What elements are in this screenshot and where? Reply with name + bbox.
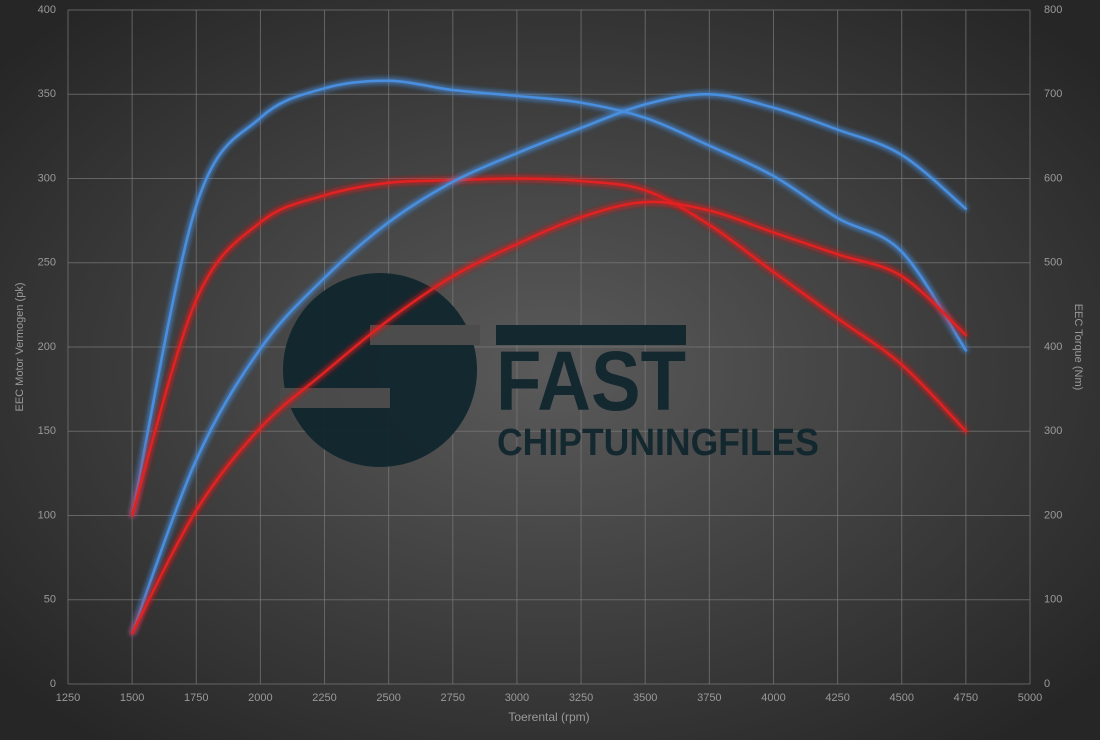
y-axis-label: EEC Motor Vermogen (pk): [14, 283, 26, 412]
x-tick-label: 2000: [248, 692, 272, 704]
x-tick-label: 1250: [56, 692, 80, 704]
x-tick-label: 4750: [954, 692, 978, 704]
x-tick-label: 4500: [889, 692, 913, 704]
logo-cut: [280, 388, 390, 408]
x-tick-label: 1750: [184, 692, 208, 704]
x-tick-label: 2750: [441, 692, 465, 704]
x-tick-label: 3750: [697, 692, 721, 704]
y-tick-label: 200: [38, 341, 56, 353]
series-line: [130, 177, 968, 517]
watermark: FAST CHIPTUNINGFILES: [280, 273, 819, 467]
series-line: [130, 200, 968, 635]
y2-tick-label: 0: [1044, 678, 1050, 690]
y2-tick-label: 400: [1044, 341, 1062, 353]
y-tick-label: 0: [50, 678, 56, 690]
logo-cut: [370, 325, 480, 345]
y2-tick-label: 500: [1044, 257, 1062, 269]
watermark-title: FAST: [496, 334, 686, 428]
y2-tick-label: 300: [1044, 425, 1062, 437]
x-tick-label: 3000: [505, 692, 529, 704]
x-tick-label: 2500: [376, 692, 400, 704]
y2-axis-label: EEC Torque (Nm): [1072, 304, 1084, 391]
y-tick-label: 150: [38, 425, 56, 437]
watermark-subtitle: CHIPTUNINGFILES: [497, 422, 819, 464]
x-tick-label: 5000: [1018, 692, 1042, 704]
y-tick-label: 350: [38, 88, 56, 100]
y2-tick-label: 200: [1044, 509, 1062, 521]
logo-circle: [283, 273, 477, 467]
y-tick-label: 300: [38, 172, 56, 184]
y-tick-label: 100: [38, 509, 56, 521]
x-tick-label: 2250: [312, 692, 336, 704]
x-axis-label: Toerental (rpm): [508, 710, 589, 724]
x-tick-label: 3500: [633, 692, 657, 704]
y2-tick-label: 100: [1044, 594, 1062, 606]
y-tick-label: 250: [38, 257, 56, 269]
x-tick-label: 4250: [825, 692, 849, 704]
y2-tick-label: 800: [1044, 4, 1062, 16]
grid: [67, 9, 1031, 685]
x-tick-label: 1500: [120, 692, 144, 704]
y2-tick-label: 600: [1044, 172, 1062, 184]
logo-bar: [496, 325, 686, 345]
y-tick-label: 400: [38, 4, 56, 16]
y-tick-label: 50: [44, 594, 56, 606]
x-tick-label: 4000: [761, 692, 785, 704]
y2-tick-label: 700: [1044, 88, 1062, 100]
series-line: [130, 92, 968, 635]
series-line: [130, 79, 968, 517]
x-tick-label: 3250: [569, 692, 593, 704]
